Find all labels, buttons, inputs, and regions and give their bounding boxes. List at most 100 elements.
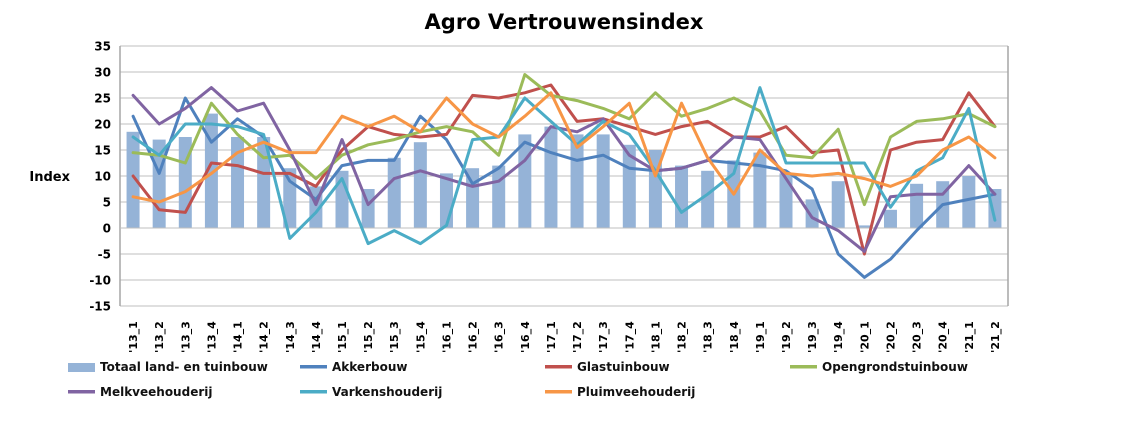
y-tick-label: 10 [94, 170, 111, 184]
x-tick-label: '20_2 [884, 321, 897, 353]
x-tick-label: '13_1 [127, 321, 140, 353]
bar [962, 176, 976, 228]
bar [413, 142, 427, 228]
y-tick-label: -10 [89, 274, 111, 288]
line-series-glastuinbouw [131, 83, 997, 256]
bar [910, 183, 924, 228]
x-tick-label: '16_1 [440, 321, 453, 353]
x-tick-label: '18_4 [728, 321, 741, 353]
bar [387, 157, 401, 228]
legend-label: Totaal land- en tuinbouw [100, 360, 268, 374]
legend-item-akkerbouw: Akkerbouw [300, 360, 407, 374]
y-axis-title: Index [29, 170, 70, 185]
legend-item-totaal-land-en-tuinbouw: Totaal land- en tuinbouw [68, 360, 268, 374]
bar [570, 134, 584, 228]
x-tick-label: '21_1 [963, 321, 976, 353]
legend-label: Melkveehouderij [100, 385, 212, 399]
bar [257, 137, 271, 228]
x-axis-labels: '13_1 '13_2 '13_3 '13_4 '14_1 '14_2 '14_3 '14_4… [127, 321, 1002, 353]
x-tick-label: '15_2 [362, 321, 375, 353]
legend-label: Opengrondstuinbouw [822, 360, 968, 374]
line-series-varkenshouderij [131, 86, 997, 246]
line-series-melkveehouderij [131, 86, 997, 253]
x-tick-label: '13_3 [179, 321, 192, 353]
bar [831, 181, 845, 228]
x-tick-label: '20_3 [911, 321, 924, 353]
x-tick-label: '16_3 [493, 321, 506, 353]
y-tick-label: -5 [98, 248, 111, 262]
legend-line-swatch [545, 390, 572, 394]
x-tick-label: '21_2 [989, 321, 1002, 353]
x-tick-label: '18_1 [649, 321, 662, 353]
x-tick-label: '17_4 [623, 321, 636, 353]
x-tick-label: '17_1 [545, 321, 558, 353]
legend-line-swatch [790, 365, 817, 369]
x-tick-label: '15_4 [414, 321, 427, 353]
legend-label: Glastuinbouw [577, 360, 670, 374]
bar [544, 126, 558, 228]
y-tick-label: 5 [103, 196, 111, 210]
x-tick-label: '16_2 [467, 321, 480, 353]
x-tick-label: '14_3 [284, 321, 297, 353]
x-tick-label: '17_3 [597, 321, 610, 353]
y-axis-tick-labels: -15 -10 -5 0 5 10 15 20 25 30 35 [89, 40, 111, 314]
x-tick-label: '14_1 [232, 321, 245, 353]
bar [753, 152, 767, 228]
legend-label: Varkenshouderij [332, 385, 442, 399]
bar [231, 137, 245, 228]
legend-line-swatch [68, 390, 95, 394]
legend-bar-swatch [68, 363, 95, 372]
legend-item-opengrondstuinbouw: Opengrondstuinbouw [790, 360, 968, 374]
y-tick-label: 15 [94, 144, 111, 158]
bar [857, 225, 871, 228]
y-tick-label: -15 [89, 300, 111, 314]
x-tick-label: '14_2 [258, 321, 271, 353]
y-tick-label: 30 [94, 66, 111, 80]
legend-label: Pluimveehouderij [577, 385, 695, 399]
bar [596, 134, 610, 228]
x-tick-label: '19_4 [832, 321, 845, 353]
bar [779, 173, 793, 228]
legend-item-melkveehouderij: Melkveehouderij [68, 385, 212, 399]
bar [439, 173, 453, 228]
legend: Totaal land- en tuinbouw Akkerbouw Glastui… [68, 360, 968, 399]
x-tick-label: '13_4 [205, 321, 218, 353]
x-tick-label: '20_1 [858, 321, 871, 353]
x-tick-label: '19_3 [806, 321, 819, 353]
x-tick-label: '17_2 [571, 321, 584, 353]
bar [883, 209, 897, 228]
bar [492, 165, 506, 228]
gridlines [119, 45, 1009, 307]
bar [204, 113, 218, 228]
x-tick-label: '18_3 [702, 321, 715, 353]
chart-title: Agro Vertrouwensindex [424, 10, 704, 34]
x-tick-label: '15_1 [336, 321, 349, 353]
line-series-pluimveehouderij [131, 91, 997, 204]
legend-item-varkenshouderij: Varkenshouderij [300, 385, 442, 399]
x-tick-label: '13_2 [153, 321, 166, 353]
legend-label: Akkerbouw [332, 360, 407, 374]
x-tick-label: '14_4 [310, 321, 323, 353]
x-tick-label: '15_3 [388, 321, 401, 353]
x-tick-label: '18_2 [676, 321, 689, 353]
y-tick-label: 25 [94, 92, 111, 106]
legend-line-swatch [545, 365, 572, 369]
x-tick-label: '20_4 [937, 321, 950, 353]
legend-item-glastuinbouw: Glastuinbouw [545, 360, 670, 374]
legend-line-swatch [300, 365, 327, 369]
bar [988, 189, 1002, 228]
x-tick-label: '19_1 [754, 321, 767, 353]
line-series-opengrondstuinbouw [131, 73, 997, 207]
line-series-akkerbouw [131, 96, 997, 279]
y-tick-label: 20 [94, 118, 111, 132]
y-tick-label: 0 [103, 222, 111, 236]
y-tick-label: 35 [94, 40, 111, 54]
bar [126, 131, 140, 228]
legend-line-swatch [300, 390, 327, 394]
x-tick-label: '16_4 [519, 321, 532, 353]
x-tick-label: '19_2 [780, 321, 793, 353]
bar [675, 165, 689, 228]
legend-item-pluimveehouderij: Pluimveehouderij [545, 385, 695, 399]
